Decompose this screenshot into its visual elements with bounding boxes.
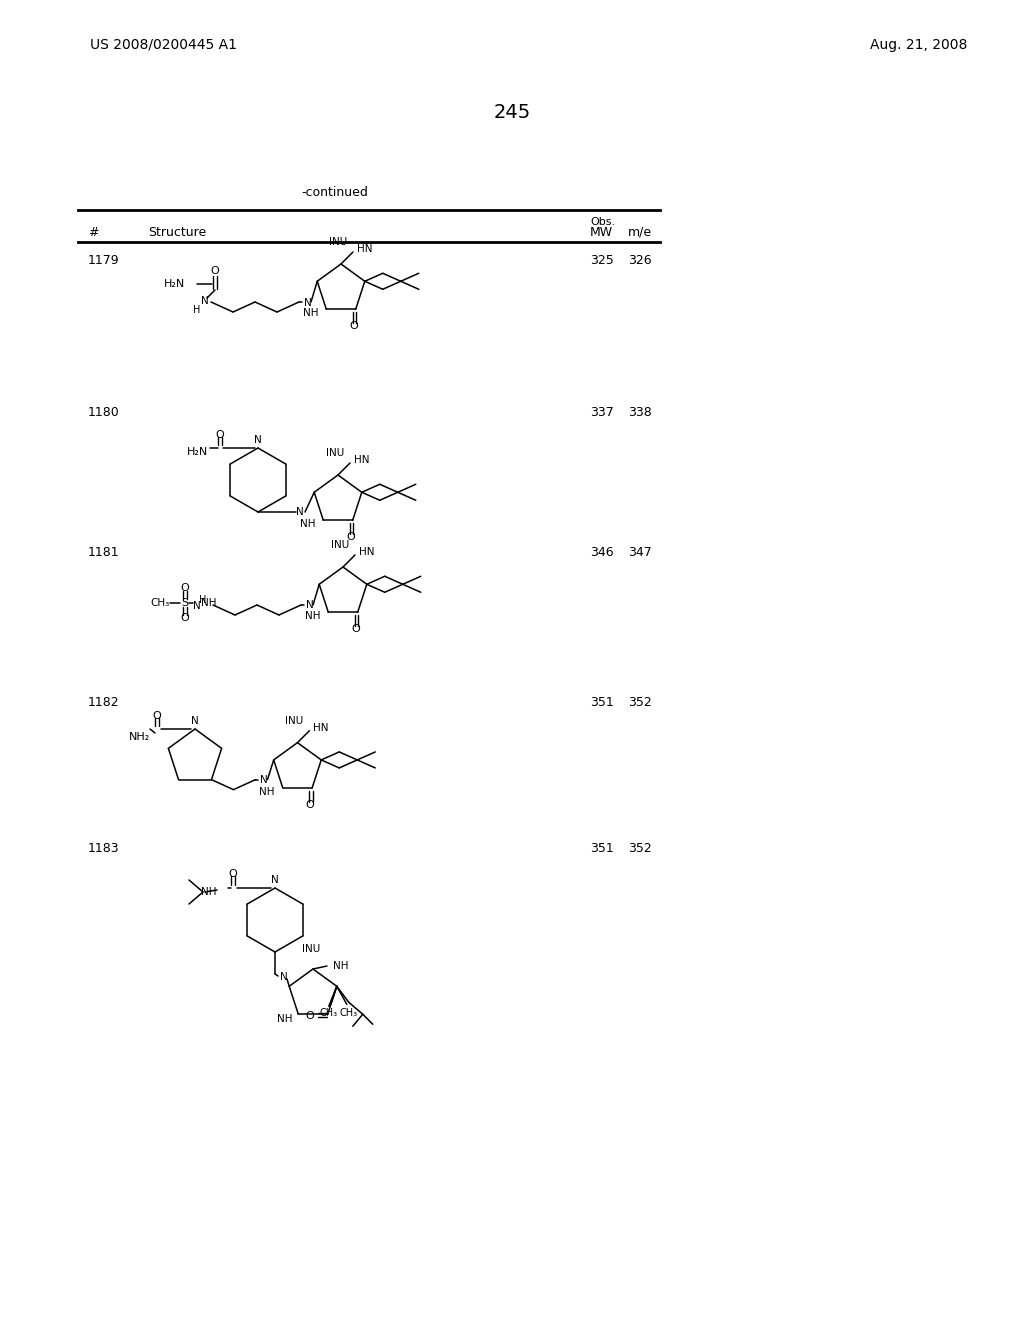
Text: N: N — [296, 507, 304, 517]
Text: O: O — [216, 430, 224, 440]
Text: 1180: 1180 — [88, 407, 120, 420]
Text: CH₃: CH₃ — [151, 598, 170, 609]
Text: N: N — [201, 296, 209, 306]
Text: HN: HN — [313, 722, 329, 733]
Text: O: O — [306, 800, 314, 810]
Text: O: O — [211, 267, 219, 276]
Text: NH: NH — [202, 887, 217, 898]
Text: H₂N: H₂N — [164, 279, 185, 289]
Text: O: O — [349, 321, 358, 331]
Text: O: O — [153, 711, 162, 721]
Text: S: S — [181, 598, 188, 609]
Text: N: N — [191, 715, 199, 726]
Text: N: N — [260, 775, 268, 784]
Text: H₂N: H₂N — [187, 447, 209, 457]
Text: 326: 326 — [628, 255, 651, 268]
Text: HN: HN — [354, 455, 370, 465]
Text: N: N — [194, 601, 201, 611]
Text: CH₃: CH₃ — [319, 1008, 338, 1018]
Text: O: O — [305, 1011, 314, 1022]
Text: N: N — [280, 972, 288, 982]
Text: 1183: 1183 — [88, 842, 120, 854]
Text: NH: NH — [333, 961, 348, 972]
Text: 351: 351 — [590, 697, 613, 710]
Text: N: N — [271, 875, 279, 884]
Text: 325: 325 — [590, 255, 613, 268]
Text: m/e: m/e — [628, 226, 652, 239]
Text: H: H — [194, 305, 201, 315]
Text: O: O — [228, 869, 238, 879]
Text: NH: NH — [259, 787, 274, 797]
Text: NH₂: NH₂ — [128, 733, 150, 742]
Text: Aug. 21, 2008: Aug. 21, 2008 — [870, 38, 968, 51]
Text: HN: HN — [359, 546, 375, 557]
Text: MW: MW — [590, 226, 613, 239]
Text: O: O — [346, 532, 355, 543]
Text: O: O — [351, 624, 360, 634]
Text: INU: INU — [302, 944, 321, 954]
Text: NH: NH — [303, 309, 318, 318]
Text: Obs.: Obs. — [590, 216, 615, 227]
Text: INU: INU — [286, 715, 303, 726]
Text: NH: NH — [305, 611, 321, 622]
Text: O: O — [180, 612, 189, 623]
Text: US 2008/0200445 A1: US 2008/0200445 A1 — [90, 38, 237, 51]
Text: 1182: 1182 — [88, 697, 120, 710]
Text: 245: 245 — [494, 103, 530, 121]
Text: INU: INU — [331, 540, 349, 550]
Text: 352: 352 — [628, 842, 651, 854]
Text: INU: INU — [329, 238, 347, 247]
Text: 347: 347 — [628, 546, 651, 560]
Text: 338: 338 — [628, 407, 651, 420]
Text: -continued: -continued — [301, 186, 369, 198]
Text: N: N — [306, 601, 313, 610]
Text: 337: 337 — [590, 407, 613, 420]
Text: H: H — [200, 595, 207, 605]
Text: NH: NH — [276, 1014, 292, 1024]
Text: 1181: 1181 — [88, 546, 120, 560]
Text: NH: NH — [201, 598, 216, 609]
Text: Structure: Structure — [148, 226, 206, 239]
Text: 351: 351 — [590, 842, 613, 854]
Text: HN: HN — [357, 244, 373, 253]
Text: NH: NH — [300, 519, 315, 529]
Text: O: O — [180, 583, 189, 593]
Text: 352: 352 — [628, 697, 651, 710]
Text: #: # — [88, 226, 98, 239]
Text: INU: INU — [326, 447, 344, 458]
Text: CH₃: CH₃ — [340, 1008, 357, 1018]
Text: N: N — [304, 298, 311, 308]
Text: N: N — [254, 436, 262, 445]
Text: 346: 346 — [590, 546, 613, 560]
Text: 1179: 1179 — [88, 255, 120, 268]
